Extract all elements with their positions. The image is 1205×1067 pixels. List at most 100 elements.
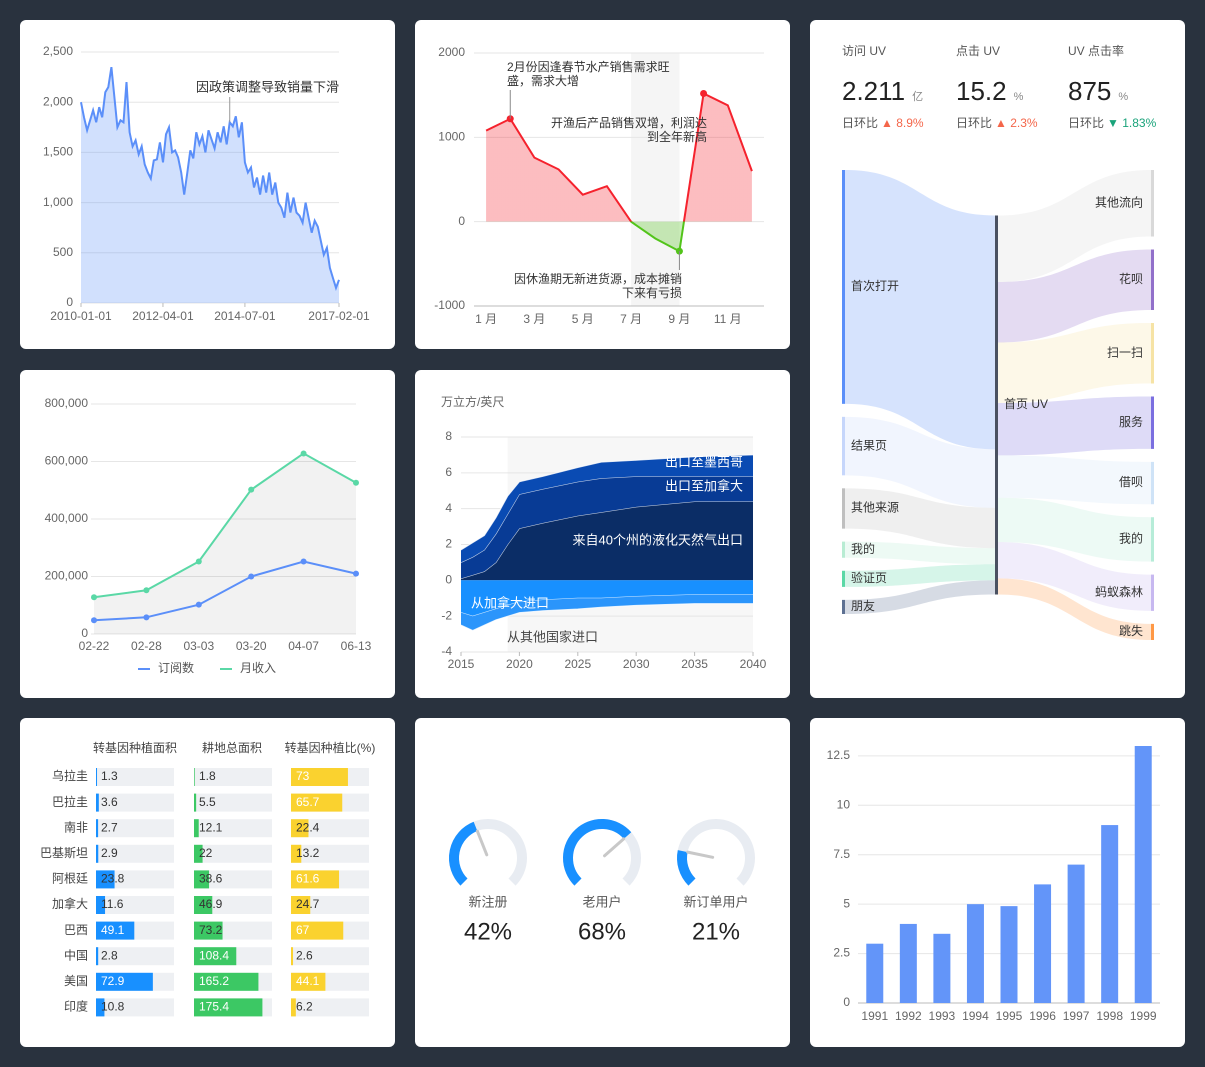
y-tick-label: 12.5	[827, 748, 851, 762]
bar	[291, 972, 326, 991]
annotation: 因政策调整导致销量下滑	[196, 79, 339, 94]
series-label: 从其他国家进口	[507, 629, 598, 644]
y-tick-label: 200,000	[45, 569, 89, 583]
row-label: 乌拉圭	[52, 768, 88, 783]
x-tick-label: 03-20	[236, 639, 267, 653]
bar-value: 46.9	[199, 897, 223, 911]
kpi-compare: 日环比	[1068, 116, 1104, 130]
bar	[291, 768, 348, 786]
sankey-link	[998, 249, 1151, 343]
legend-label: 订阅数	[158, 660, 194, 675]
sankey-node	[1151, 249, 1154, 311]
bar	[1134, 746, 1152, 1003]
y-tick-label: 600,000	[45, 454, 89, 468]
y-tick-label: 1,500	[43, 145, 73, 159]
kpi-unit: %	[1014, 91, 1024, 103]
sankey-link	[998, 455, 1151, 505]
x-tick-label: 2017-02-01	[308, 309, 370, 323]
point	[143, 587, 150, 594]
y-tick-label: 800,000	[45, 396, 89, 410]
bar	[1000, 906, 1018, 1003]
bar-value: 61.6	[296, 872, 320, 886]
point	[300, 450, 307, 457]
bar	[291, 947, 294, 966]
node-label: 借呗	[1119, 475, 1143, 489]
node-label: 首次打开	[851, 279, 899, 293]
kpi-value: 875	[1068, 76, 1111, 106]
node-label: 跳失	[1119, 623, 1143, 638]
kpi-change: ▼ 1.83%	[1107, 116, 1157, 130]
bar-value: 73	[296, 769, 310, 783]
bar	[194, 793, 197, 812]
gauge-progress	[563, 819, 632, 886]
bar	[96, 947, 99, 966]
area-band	[461, 501, 753, 581]
x-tick-label: 7 月	[620, 312, 642, 326]
kpi-change: ▲ 2.3%	[995, 116, 1038, 130]
bar-value: 1.3	[101, 769, 118, 783]
annotation: 下来有亏损	[622, 286, 682, 300]
point	[91, 594, 97, 601]
bar-value: 72.9	[101, 974, 125, 988]
bar	[194, 947, 237, 966]
sankey-link	[998, 542, 1151, 611]
bar	[291, 819, 309, 838]
bar-track	[194, 793, 272, 812]
bar-value: 12.1	[199, 820, 223, 834]
kpi-label: UV 点击率	[1068, 43, 1124, 58]
bar-track	[291, 947, 369, 966]
bar	[194, 896, 213, 914]
sankey-node	[842, 416, 845, 476]
x-tick-label: 2010-01-01	[50, 309, 112, 323]
y-tick-label: 2,500	[43, 44, 73, 58]
gauge-progress	[677, 850, 696, 886]
series-label: 来自40个州的液化天然气出口	[573, 532, 743, 547]
gauge-value: 68%	[578, 918, 626, 945]
y-tick-label: -4	[441, 644, 452, 658]
sankey-node	[1151, 323, 1154, 384]
series-label: 出口至加拿大	[665, 478, 743, 493]
annotation: 盛，需求大增	[507, 73, 579, 88]
card	[415, 718, 790, 1047]
point	[248, 486, 255, 493]
kpi-label: 访问 UV	[842, 44, 886, 58]
bar	[194, 998, 263, 1017]
bar	[1067, 864, 1085, 1003]
y-tick-label: 7.5	[833, 847, 850, 861]
kpi-compare: 日环比	[956, 116, 992, 130]
y-tick-label: 8	[445, 429, 452, 443]
row-label: 加拿大	[52, 896, 88, 911]
sankey-link	[998, 578, 1151, 640]
sankey-node	[1151, 170, 1154, 237]
sankey-node	[995, 215, 998, 595]
bar-value: 23.8	[101, 872, 125, 886]
area	[81, 67, 339, 303]
bar-value: 10.8	[101, 1000, 125, 1014]
bar	[96, 870, 115, 889]
sankey-link	[998, 396, 1151, 456]
sankey-node	[1151, 461, 1154, 505]
bar-track	[194, 768, 272, 786]
bar	[96, 844, 99, 863]
line	[93, 560, 357, 622]
card	[415, 20, 790, 349]
x-tick-label: 9 月	[668, 312, 690, 326]
y-tick-label: 0	[66, 295, 73, 309]
x-tick-label: 1991	[861, 1009, 888, 1023]
y-tick-label: 0	[81, 626, 88, 640]
row-label: 南非	[64, 819, 88, 834]
gauge-pointer	[686, 850, 715, 859]
y-tick-label: 2000	[438, 45, 465, 59]
bar-value: 65.7	[296, 795, 320, 809]
bar-track	[96, 819, 174, 838]
series-label: 从加拿大进口	[471, 595, 549, 610]
kpi-change: ▲ 8.9%	[881, 116, 924, 130]
bar-value: 24.7	[296, 897, 320, 911]
x-tick-label: 2040	[740, 657, 767, 671]
bar	[96, 793, 99, 812]
row-label: 巴基斯坦	[40, 846, 88, 860]
y-axis-title: 万立方/英尺	[441, 394, 504, 409]
point	[143, 614, 150, 621]
row-label: 巴拉圭	[52, 794, 88, 809]
point	[248, 573, 255, 580]
